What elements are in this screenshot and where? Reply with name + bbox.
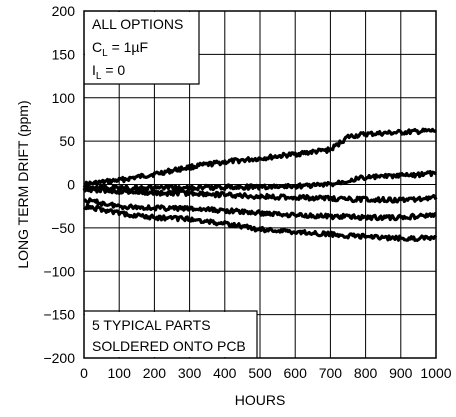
annotation-border-bottom — [84, 310, 258, 358]
annotation-typical-parts: 5 TYPICAL PARTS — [92, 317, 211, 333]
il-symbol: I — [92, 62, 96, 78]
x-axis-label: HOURS — [235, 392, 286, 408]
x-tick-label: 300 — [178, 365, 202, 381]
y-tick-labels: −200 −150 −100 −50 0 50 100 150 200 — [43, 3, 75, 366]
annotation-backgrounds — [84, 11, 258, 358]
x-tick-label: 700 — [319, 365, 343, 381]
y-tick-label: −150 — [43, 307, 75, 323]
annotation-all-options: ALL OPTIONS — [92, 16, 183, 32]
plot-frame — [83, 10, 437, 359]
annotation-box-bottom — [85, 312, 257, 357]
y-tick-label: 150 — [52, 46, 76, 62]
y-axis-label: LONG TERM DRIFT (ppm) — [15, 100, 31, 268]
x-tick-label: 500 — [248, 365, 272, 381]
annotation-border-top — [84, 11, 200, 85]
cl-value: = 1µF — [108, 39, 148, 55]
series-line — [83, 127, 437, 188]
annotation-load-current: IL = 0 — [92, 62, 125, 82]
x-tick-label: 0 — [80, 365, 88, 381]
series-line — [83, 203, 438, 242]
x-tick-label: 100 — [108, 365, 132, 381]
x-tick-label: 400 — [213, 365, 237, 381]
y-tick-label: 0 — [67, 177, 75, 193]
y-tick-label: −200 — [43, 350, 75, 366]
annotation-load-capacitance: CL = 1µF — [92, 39, 148, 59]
x-tick-label: 200 — [143, 365, 167, 381]
cl-subscript: L — [102, 48, 108, 59]
il-value: = 0 — [101, 62, 125, 78]
series-line — [83, 197, 437, 222]
cl-symbol: C — [92, 39, 102, 55]
x-tick-label: 1000 — [420, 365, 451, 381]
y-tick-label: −100 — [43, 263, 75, 279]
series-lines — [82, 127, 438, 242]
il-subscript: L — [96, 71, 102, 82]
x-tick-label: 900 — [389, 365, 413, 381]
x-tick-labels: 0 100 200 300 400 500 600 700 800 900 1000 — [80, 365, 452, 381]
y-tick-label: 100 — [52, 90, 76, 106]
x-tick-label: 800 — [354, 365, 378, 381]
y-tick-label: 50 — [59, 133, 75, 149]
y-tick-label: −50 — [51, 220, 75, 236]
y-tick-label: 200 — [52, 3, 76, 19]
annotation-box-top — [85, 12, 199, 84]
annotation-soldered-pcb: SOLDERED ONTO PCB — [92, 338, 246, 354]
series-line — [82, 170, 437, 192]
series-line — [82, 185, 438, 204]
x-tick-label: 600 — [284, 365, 308, 381]
